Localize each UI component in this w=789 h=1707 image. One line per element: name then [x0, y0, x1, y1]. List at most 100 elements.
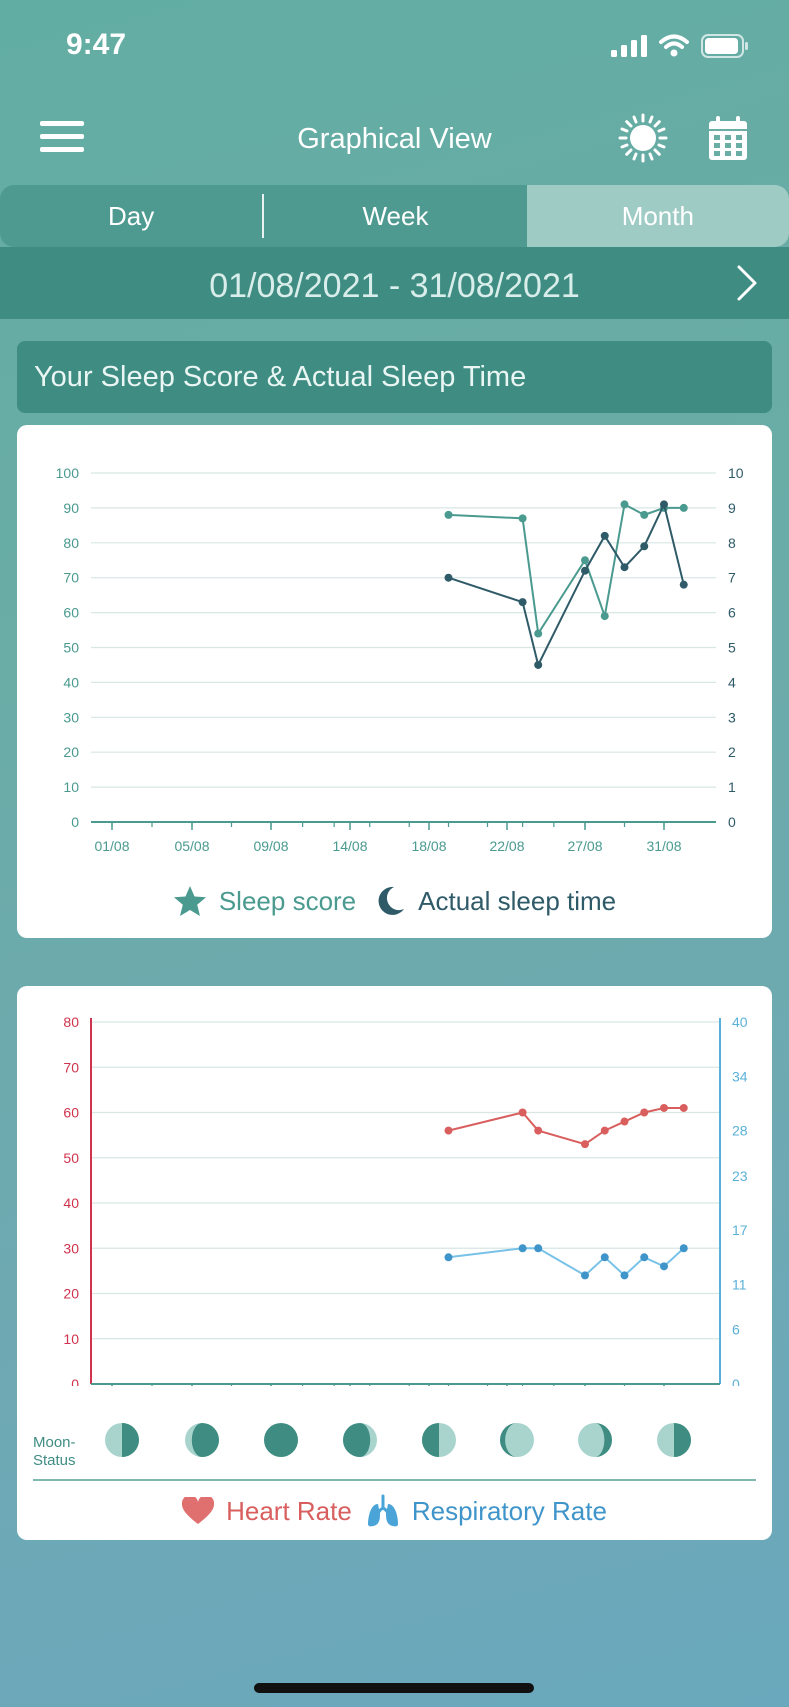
legend-actual-sleep: Actual sleep time — [374, 885, 616, 917]
tab-week[interactable]: Week — [264, 185, 526, 247]
y-tick-label-left: 50 — [63, 1150, 79, 1166]
status-time: 9:47 — [66, 28, 127, 61]
y-tick-label-left: 80 — [63, 535, 79, 551]
data-point — [620, 500, 629, 509]
sleep-chart-card: 0 10 20 30 40 50 60 70 80 90 100 0 1 2 3 4 5 6 7 8 9 10 01/08 0… — [17, 425, 772, 938]
data-point — [534, 1126, 543, 1135]
data-point — [518, 514, 527, 523]
status-icons — [611, 34, 749, 58]
y-tick-label-left: 0 — [71, 1376, 79, 1386]
data-point — [600, 1126, 609, 1135]
x-tick-label: 09/08 — [253, 838, 288, 854]
x-tick-label: 05/08 — [174, 838, 209, 854]
series-line — [448, 1106, 684, 1146]
y-tick-label-left: 60 — [63, 1105, 79, 1121]
y-tick-label-right: 0 — [732, 1376, 740, 1386]
data-point — [679, 1244, 688, 1253]
tab-day[interactable]: Day — [0, 185, 262, 247]
x-tick-label: 22/08 — [489, 838, 524, 854]
sleep-chart: 0 10 20 30 40 50 60 70 80 90 100 0 1 2 3 4 5 6 7 8 9 10 01/08 0… — [56, 465, 744, 854]
battery-icon — [701, 34, 748, 58]
moon-phase-full — [264, 1423, 298, 1457]
data-point — [444, 573, 453, 582]
tab-month[interactable]: Month — [526, 185, 789, 247]
data-point — [581, 556, 589, 565]
y-tick-label-right: 11 — [732, 1276, 747, 1292]
moon-label-line2: Status — [33, 1452, 76, 1469]
y-tick-label-left: 0 — [71, 814, 79, 830]
legend-sleep-score: Sleep score — [173, 885, 356, 917]
status-bar: 9:47 — [0, 0, 789, 95]
data-point — [444, 510, 453, 519]
y-tick-label-left: 40 — [63, 674, 79, 690]
moon-phase-row — [105, 1423, 691, 1457]
section-header: Your Sleep Score & Actual Sleep Time — [17, 341, 772, 413]
heart-icon — [182, 1497, 215, 1524]
calendar-icon — [709, 116, 747, 160]
tab-divider — [262, 194, 265, 238]
data-point — [534, 660, 543, 669]
data-point — [620, 563, 629, 572]
brightness-button[interactable] — [618, 113, 668, 163]
y-tick-label-right: 1 — [728, 779, 736, 795]
y-tick-label-left: 50 — [63, 640, 79, 656]
navigation-bar: Graphical View — [0, 95, 789, 185]
y-tick-label-left: 40 — [63, 1195, 79, 1211]
y-tick-label-right: 3 — [728, 709, 736, 725]
menu-button[interactable] — [40, 117, 84, 157]
y-tick-label-left: 60 — [63, 605, 79, 621]
y-tick-label-right: 40 — [732, 1014, 748, 1030]
moon-phase-last-quarter — [422, 1423, 456, 1457]
x-tick-label: 18/08 — [411, 838, 446, 854]
vitals-chart: 010203040506070800611172328344001/0805/0… — [63, 1014, 748, 1386]
moon-label-line1: Moon- — [33, 1434, 76, 1451]
data-point — [640, 1108, 649, 1117]
data-point — [600, 531, 609, 540]
vitals-legend: Heart Rate Respiratory Rate — [17, 1494, 772, 1528]
data-point — [581, 1140, 589, 1149]
data-point — [444, 1253, 453, 1262]
y-tick-label-right: 4 — [728, 674, 736, 690]
data-point — [518, 1244, 527, 1253]
data-point — [640, 510, 649, 519]
y-tick-label-left: 30 — [63, 709, 79, 725]
data-point — [660, 500, 668, 509]
legend-label: Sleep score — [218, 885, 357, 916]
y-tick-label-left: 20 — [63, 744, 79, 760]
section-title: Your Sleep Score & Actual Sleep Time — [34, 361, 527, 393]
data-point — [640, 1253, 649, 1262]
divider — [33, 1479, 756, 1481]
y-tick-label-left: 70 — [63, 1059, 79, 1075]
series-line — [448, 502, 684, 637]
tab-label: Week — [362, 200, 429, 231]
y-tick-label-right: 5 — [728, 640, 736, 656]
moon-phase-first-quarter — [657, 1423, 691, 1457]
y-tick-label-right: 9 — [728, 500, 736, 516]
data-point — [620, 1117, 629, 1126]
tab-label: Day — [108, 200, 155, 231]
data-point — [444, 1126, 453, 1135]
data-point — [534, 1244, 543, 1253]
signal-icon — [611, 35, 647, 57]
data-point — [600, 612, 609, 621]
data-point — [679, 503, 688, 512]
legend-label: Heart Rate — [226, 1495, 352, 1526]
calendar-button[interactable] — [708, 115, 748, 161]
series-line — [448, 1247, 685, 1277]
y-tick-label-left: 90 — [63, 500, 79, 516]
data-point — [660, 1103, 668, 1112]
data-point — [581, 566, 589, 575]
home-indicator — [254, 1683, 534, 1693]
y-tick-label-right: 0 — [728, 814, 736, 830]
moon-phase-waxing-gibbous — [185, 1423, 219, 1457]
y-tick-label-right: 34 — [732, 1068, 748, 1084]
data-point — [660, 1262, 668, 1271]
x-tick-label: 01/08 — [94, 838, 129, 854]
data-point — [518, 1108, 527, 1117]
lungs-icon — [367, 1494, 398, 1527]
vitals-chart-card: 010203040506070800611172328344001/0805/0… — [17, 986, 772, 1540]
data-point — [534, 629, 543, 638]
data-point — [581, 1271, 589, 1280]
y-tick-label-left: 70 — [63, 570, 79, 586]
next-period-button[interactable] — [731, 263, 761, 303]
